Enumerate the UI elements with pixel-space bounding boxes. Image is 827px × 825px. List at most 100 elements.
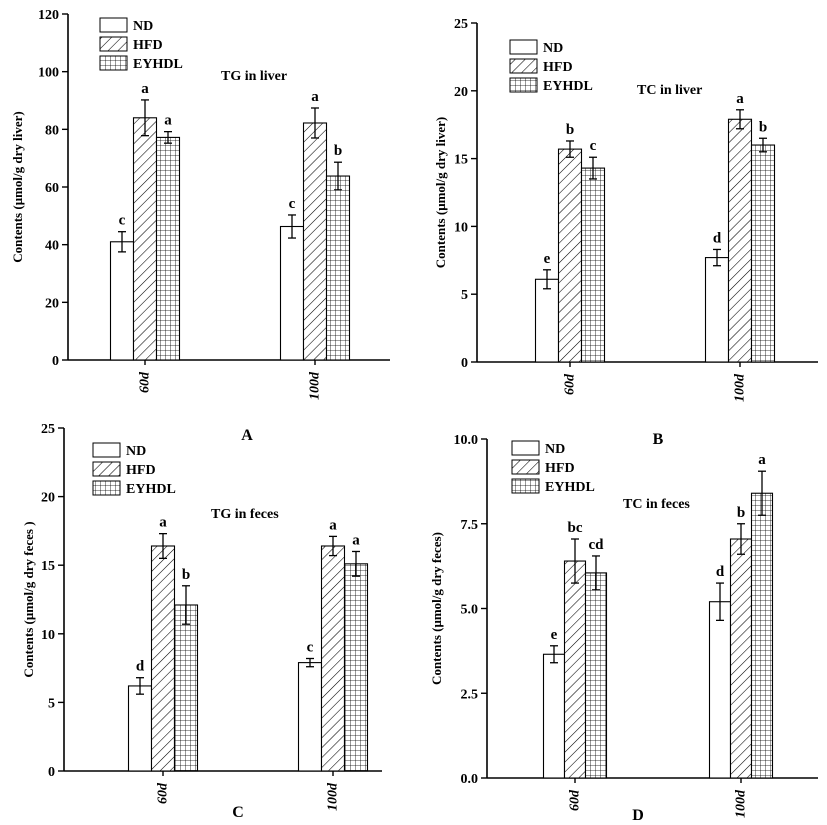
bar-nd-60d — [542, 653, 566, 779]
significance-letter: a — [141, 81, 149, 97]
bar-hfd-100d — [727, 118, 753, 363]
legend-swatch-eyhdl — [92, 480, 121, 496]
bar-hfd-100d — [302, 122, 328, 361]
y-tick-label: 40 — [45, 239, 59, 254]
legend-label: EYHDL — [543, 79, 593, 94]
y-axis-label: Contents (μmol/g dry feces) — [429, 532, 444, 685]
chart-panel-a: 0 20 40 60 80 100 120 Contents (μmol/g dry live… — [10, 8, 390, 444]
legend-swatch-hfd — [511, 459, 540, 475]
panel-letter: B — [653, 431, 664, 448]
significance-letter: a — [329, 517, 337, 533]
significance-letter: a — [311, 89, 319, 105]
legend-label: HFD — [543, 60, 573, 75]
x-tick-label: 100d — [326, 782, 341, 811]
bar-nd-60d — [109, 241, 135, 361]
legend-label: ND — [545, 442, 565, 457]
chart-title: TG in feces — [211, 507, 279, 522]
x-tick-label: 100d — [734, 789, 749, 818]
y-tick-label: 20 — [41, 491, 55, 506]
bar-nd-60d — [534, 278, 560, 363]
chart-panel-b: 0 5 10 15 20 25 Contents (μmol/g dry liver) e bc… — [433, 17, 818, 448]
y-tick-label: 5 — [461, 288, 468, 303]
significance-letter: b — [566, 122, 574, 138]
legend-label: EYHDL — [545, 480, 595, 495]
significance-letter: d — [716, 564, 725, 580]
significance-letter: a — [164, 113, 172, 129]
y-axis-label: Contents (μmol/g dry liver) — [433, 117, 448, 268]
y-tick-label: 20 — [45, 296, 59, 311]
bar-hfd-60d — [150, 545, 176, 772]
legend-swatch-hfd — [92, 461, 121, 477]
bar-hfd-60d — [557, 148, 583, 363]
y-axis-label: Contents (μmol/g dry liver) — [10, 111, 25, 262]
significance-letter: e — [551, 627, 558, 643]
legend-label: ND — [543, 41, 563, 56]
bar-eyhdl-60d — [584, 572, 608, 779]
legend: ND HFD EYHDL — [99, 17, 183, 72]
significance-letter: b — [737, 505, 745, 521]
x-tick-label: 60d — [568, 789, 583, 811]
significance-letter: c — [119, 213, 126, 229]
y-tick-label: 10 — [41, 628, 55, 643]
y-tick-label: 0 — [52, 354, 59, 369]
significance-letter: c — [590, 138, 597, 154]
y-tick-label: 15 — [454, 153, 468, 168]
significance-letter: c — [307, 639, 314, 655]
bar-nd-100d — [297, 662, 323, 772]
legend-label: EYHDL — [133, 57, 183, 72]
legend-label: HFD — [133, 38, 163, 53]
chart-panel-c: 0 5 10 15 20 25 Contents (μmol/g dry feces ) d a… — [21, 422, 382, 821]
significance-letter: b — [334, 143, 342, 159]
bar-eyhdl-60d — [155, 136, 181, 361]
bar-eyhdl-60d — [580, 167, 606, 363]
legend-swatch-eyhdl — [509, 77, 538, 93]
y-axis-label: Contents (μmol/g dry feces ) — [21, 521, 36, 677]
significance-letter: d — [713, 230, 722, 246]
significance-letter: d — [136, 659, 145, 675]
significance-letter: b — [182, 567, 190, 583]
panel-letter: A — [241, 427, 253, 444]
panel-letter: D — [632, 807, 644, 824]
bar-nd-60d — [127, 685, 153, 772]
bar-eyhdl-100d — [325, 175, 351, 361]
y-tick-label: 10.0 — [454, 433, 479, 448]
y-tick-label: 25 — [41, 422, 55, 437]
bar-nd-100d — [704, 257, 730, 363]
y-tick-label: 10 — [454, 220, 468, 235]
significance-letter: a — [736, 91, 744, 107]
significance-letter: c — [289, 196, 296, 212]
legend-swatch-nd — [99, 17, 128, 33]
bar-eyhdl-60d — [173, 604, 199, 772]
bar-hfd-60d — [132, 117, 158, 361]
legend-swatch-nd — [511, 440, 540, 456]
x-tick-label: 100d — [733, 373, 748, 402]
y-tick-label: 25 — [454, 17, 468, 32]
legend-swatch-eyhdl — [99, 55, 128, 71]
legend-label: EYHDL — [126, 482, 176, 497]
bar-hfd-100d — [320, 545, 346, 772]
bar-eyhdl-100d — [750, 144, 776, 363]
x-tick-label: 60d — [563, 373, 578, 395]
y-tick-label: 0 — [461, 356, 468, 371]
y-tick-label: 60 — [45, 181, 59, 196]
significance-letter: e — [544, 251, 551, 267]
legend-swatch-hfd — [99, 36, 128, 52]
y-tick-label: 5.0 — [461, 603, 479, 618]
significance-letter: a — [758, 452, 766, 468]
panel-letter: C — [232, 804, 244, 821]
chart-title: TG in liver — [221, 69, 287, 84]
legend-swatch-hfd — [509, 58, 538, 74]
chart-title: TC in liver — [637, 83, 702, 98]
y-tick-label: 80 — [45, 123, 59, 138]
y-tick-label: 20 — [454, 85, 468, 100]
significance-letter: a — [352, 532, 360, 548]
bar-nd-100d — [708, 601, 732, 779]
bar-eyhdl-100d — [343, 563, 369, 772]
y-tick-label: 15 — [41, 559, 55, 574]
chart-title: TC in feces — [623, 497, 690, 512]
legend-label: HFD — [126, 463, 156, 478]
legend-label: ND — [126, 444, 146, 459]
y-tick-label: 2.5 — [461, 687, 479, 702]
bar-eyhdl-100d — [750, 492, 774, 779]
